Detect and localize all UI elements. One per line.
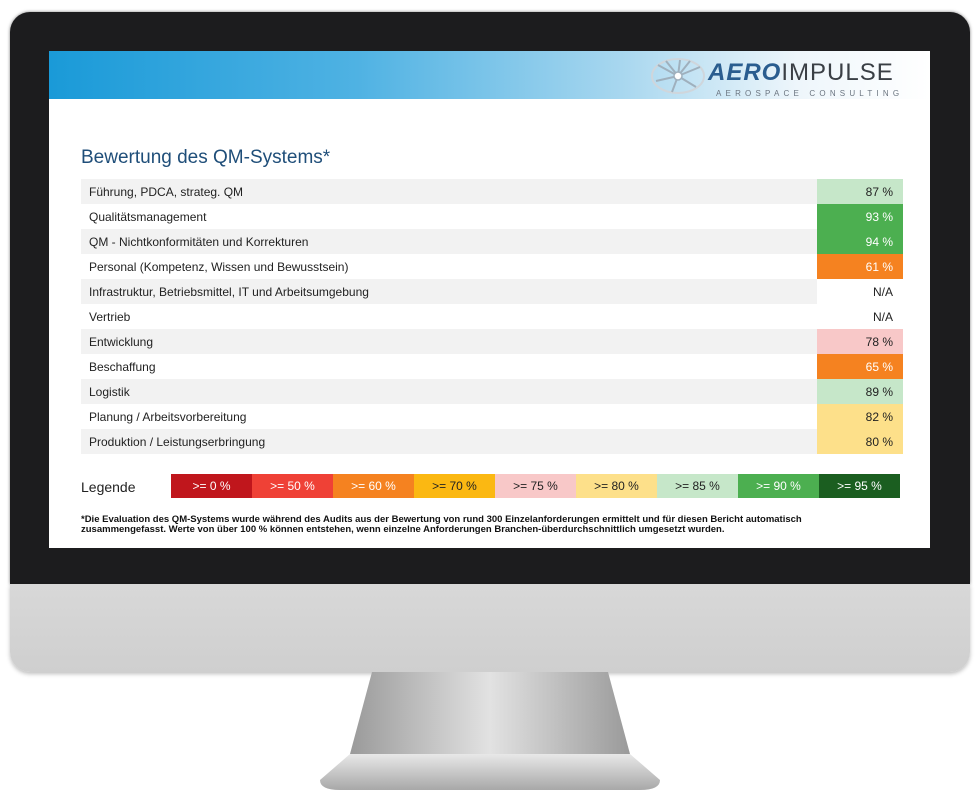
table-row: Qualitätsmanagement 93 % (81, 204, 903, 229)
table-row: Führung, PDCA, strateg. QM 87 % (81, 179, 903, 204)
table-row: Vertrieb N/A (81, 304, 903, 329)
table-row: Beschaffung 65 % (81, 354, 903, 379)
logo-wordmark: AEROIMPULSE (708, 59, 894, 86)
row-label: Logistik (81, 379, 817, 404)
legend-item: >= 70 % (414, 474, 495, 498)
row-label: Produktion / Leistungserbringung (81, 429, 817, 454)
row-score: N/A (872, 309, 893, 324)
row-label: Personal (Kompetenz, Wissen und Bewussts… (89, 259, 349, 274)
legend-item: >= 85 % (657, 474, 738, 498)
row-score: 82 % (817, 404, 903, 429)
row-score: 80 % (817, 429, 903, 454)
row-score: 78 % (817, 329, 903, 354)
legend-item: >= 80 % (576, 474, 657, 498)
row-score: 65 % (817, 354, 903, 379)
logo-subtitle: AEROSPACE CONSULTING (716, 89, 904, 98)
table-row: QM - Nichtkonformitäten und Korrekturen 9… (81, 229, 903, 254)
row-label: Qualitätsmanagement (89, 209, 207, 224)
legend-item: >= 90 % (738, 474, 819, 498)
table-row: Infrastruktur, Betriebsmittel, IT und Ar… (81, 279, 903, 304)
row-score: 61 % (817, 254, 903, 279)
footnote: *Die Evaluation des QM-Systems wurde wäh… (81, 514, 802, 535)
row-score: 94 % (817, 229, 903, 254)
row-score: 93 % (817, 204, 903, 229)
legend-item: >= 75 % (495, 474, 576, 498)
table-row: Personal (Kompetenz, Wissen und Bewussts… (81, 254, 903, 279)
score-table: Führung, PDCA, strateg. QM 87 % Qualitäts… (81, 179, 903, 454)
screen: AEROIMPULSE AEROSPACE CONSULTING Bewertu… (49, 51, 930, 548)
aeroimpulse-logo: AEROIMPULSE AEROSPACE CONSULTING (650, 55, 910, 99)
row-score: 89 % (817, 379, 903, 404)
legend-item: >= 60 % (333, 474, 414, 498)
row-label: QM - Nichtkonformitäten und Korrekturen (81, 229, 817, 254)
monitor-chin (10, 584, 970, 672)
legend: >= 0 % >= 50 % >= 60 % >= 70 % >= 75 % >… (171, 474, 900, 498)
table-row: Produktion / Leistungserbringung 80 % (81, 429, 903, 454)
legend-item: >= 95 % (819, 474, 900, 498)
row-label: Infrastruktur, Betriebsmittel, IT und Ar… (81, 279, 817, 304)
table-row: Logistik 89 % (81, 379, 903, 404)
legend-item: >= 50 % (252, 474, 333, 498)
page-title: Bewertung des QM-Systems* (81, 147, 331, 168)
row-label: Vertrieb (89, 309, 131, 324)
row-label: Planung / Arbeitsvorbereitung (89, 409, 247, 424)
row-score: 87 % (817, 179, 903, 204)
turbine-icon (651, 58, 705, 94)
row-label: Führung, PDCA, strateg. QM (81, 179, 817, 204)
row-score: N/A (872, 284, 893, 299)
monitor-stand (320, 672, 660, 790)
row-label: Beschaffung (89, 359, 156, 374)
legend-item: >= 0 % (171, 474, 252, 498)
row-label: Entwicklung (81, 329, 817, 354)
header-band: AEROIMPULSE AEROSPACE CONSULTING (49, 51, 930, 99)
table-row: Planung / Arbeitsvorbereitung 82 % (81, 404, 903, 429)
table-row: Entwicklung 78 % (81, 329, 903, 354)
legend-label: Legende (81, 479, 136, 495)
